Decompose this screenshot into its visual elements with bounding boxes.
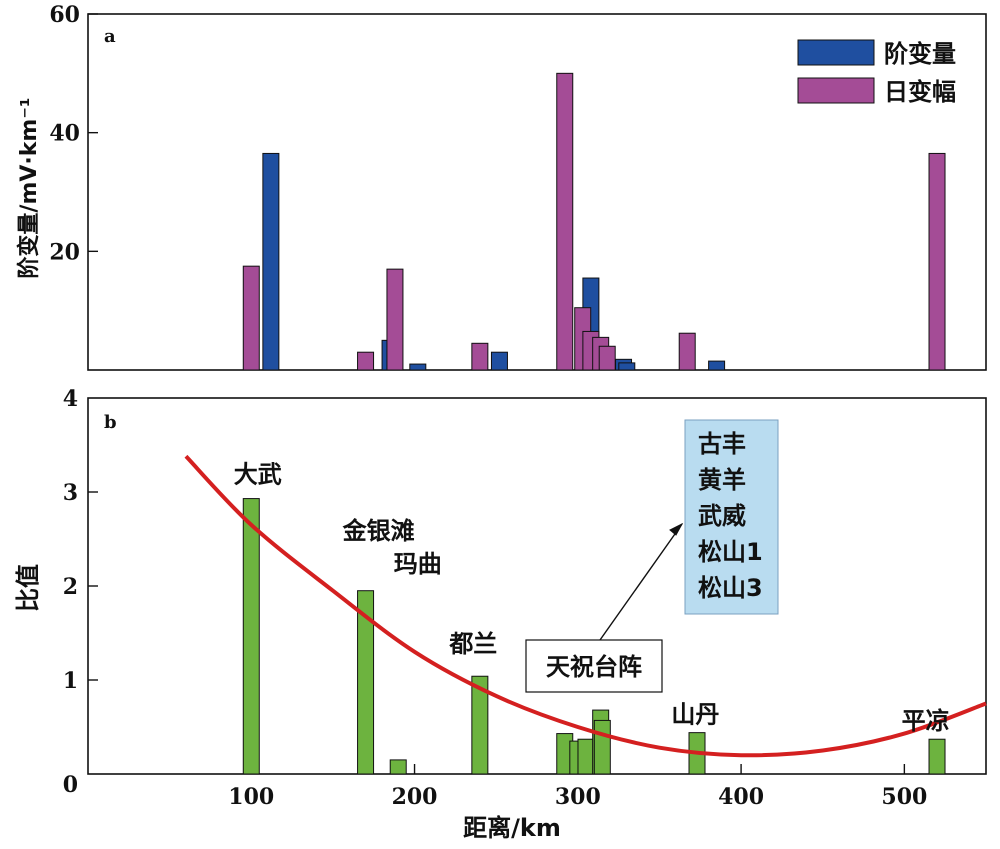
array-station-item: 松山3 <box>698 574 763 602</box>
panel-a-ylabel: 阶变量/mV·km⁻¹ <box>16 97 42 278</box>
panel-b-ylabel: 比值 <box>14 564 42 612</box>
panel-b-xtick-label: 100 <box>228 784 274 810</box>
panel-a-bars <box>242 72 946 371</box>
panel-b-y-axis: 0 1 2 3 4 <box>63 386 98 798</box>
panel-a-ytick-label: 20 <box>49 239 80 265</box>
bar-ratio <box>242 498 260 775</box>
station-label: 金银滩 <box>342 517 415 545</box>
station-label: 玛曲 <box>394 550 442 578</box>
panel-a-label: a <box>104 26 116 47</box>
array-stations-box <box>684 419 779 615</box>
bar-daily-range <box>928 152 946 371</box>
array-arrow-shaft <box>599 523 683 641</box>
panel-b-xlabel: 距离/km <box>463 814 561 842</box>
array-arrow-head <box>669 522 684 536</box>
array-label: 天祝台阵 <box>546 653 642 681</box>
fit-curve <box>184 454 987 758</box>
bar-daily-range <box>598 345 616 371</box>
panel-b-xtick-label: 200 <box>392 784 438 810</box>
panel-b-ytick-label: 3 <box>63 480 78 506</box>
station-label: 大武 <box>234 461 282 489</box>
array-station-item: 古丰 <box>698 430 746 458</box>
bar-daily-range <box>471 342 489 371</box>
panel-b-frame <box>87 397 987 775</box>
array-station-item: 松山1 <box>698 538 763 566</box>
panel-a-ytick-label: 60 <box>49 2 80 28</box>
bar-daily-range <box>386 268 404 371</box>
bar-step <box>618 362 636 371</box>
panel-b-label: b <box>104 412 117 433</box>
bar-ratio <box>577 738 595 775</box>
legend-swatch-daily <box>797 77 875 104</box>
bar-daily-range <box>242 265 260 371</box>
station-label: 山丹 <box>671 700 719 728</box>
array-station-item: 黄羊 <box>698 466 746 494</box>
panel-b-ytick-label: 0 <box>63 772 78 798</box>
station-label: 平凉 <box>902 707 950 735</box>
array-label-box <box>525 639 663 693</box>
bar-ratio <box>357 590 375 775</box>
panel-b-ytick-label: 2 <box>63 574 78 600</box>
panel-b-ytick-label: 4 <box>63 386 78 412</box>
panel-a-y-axis: 20 40 60 <box>49 2 98 265</box>
bar-ratio <box>389 759 407 775</box>
bar-ratio <box>471 675 489 775</box>
bar-daily-range <box>678 332 696 371</box>
panel-a-frame <box>87 13 987 371</box>
legend-label-daily: 日变幅 <box>884 78 956 106</box>
bar-daily-range <box>556 72 574 371</box>
panel-b-xtick-label: 500 <box>881 784 927 810</box>
legend: 阶变量 日变幅 <box>797 39 956 106</box>
bar-ratio <box>593 719 611 775</box>
bar-daily-range <box>357 351 375 371</box>
legend-label-step: 阶变量 <box>884 40 956 68</box>
legend-swatch-step <box>797 39 875 66</box>
panel-b-bars <box>242 498 946 775</box>
array-station-item: 武威 <box>698 502 746 530</box>
bar-step <box>409 363 427 371</box>
panel-b-ytick-label: 1 <box>63 668 78 694</box>
bar-step <box>708 360 726 371</box>
panel-a: a 20 40 60 阶变量/mV·km⁻¹ 阶变量 日变幅 <box>16 2 987 371</box>
bar-step <box>490 351 508 371</box>
bar-ratio <box>928 738 946 775</box>
panel-a-ytick-label: 40 <box>49 121 80 147</box>
station-label: 都兰 <box>448 630 497 658</box>
panel-b-xtick-label: 300 <box>555 784 601 810</box>
bar-step <box>262 152 280 371</box>
panel-b-xtick-label: 400 <box>718 784 764 810</box>
